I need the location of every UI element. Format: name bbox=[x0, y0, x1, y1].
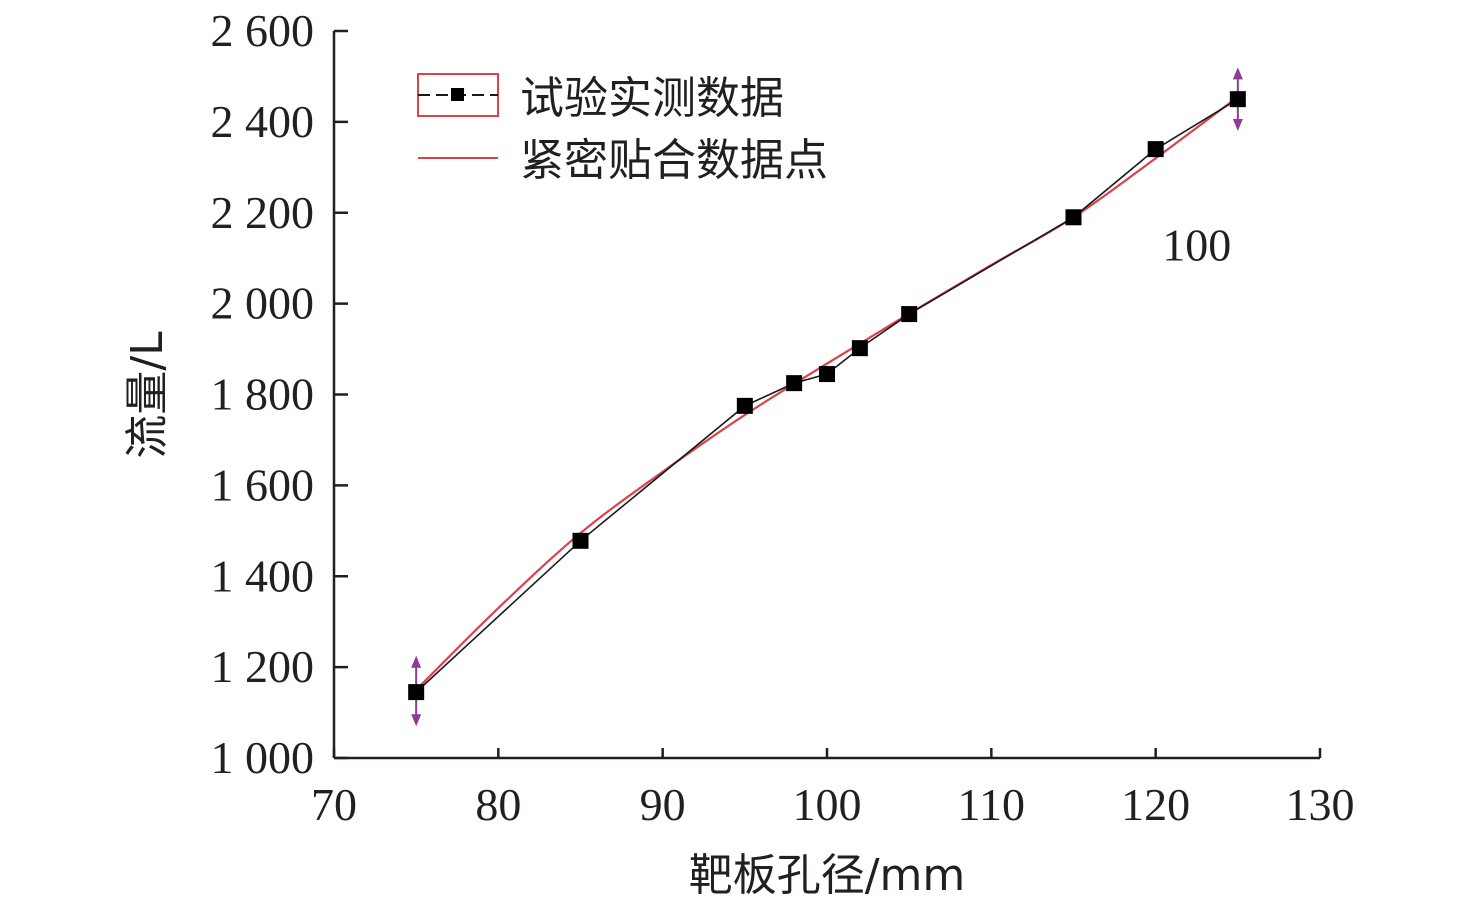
y-tick-label: 1 600 bbox=[211, 459, 315, 510]
data-point-measured bbox=[851, 340, 868, 357]
x-tick-label: 70 bbox=[311, 779, 357, 830]
y-tick-label: 2 600 bbox=[211, 5, 315, 56]
y-tick-label: 2 200 bbox=[211, 187, 315, 238]
y-tick-label: 1 800 bbox=[211, 369, 315, 420]
y-tick-label: 1 000 bbox=[211, 732, 315, 783]
range-arrow-head-down bbox=[1232, 118, 1243, 131]
series-measured-line bbox=[415, 98, 1239, 693]
x-tick-label: 110 bbox=[958, 779, 1025, 830]
annotation-label: 100 bbox=[1162, 220, 1231, 271]
x-axis-title: 靶板孔径/mm bbox=[689, 850, 966, 901]
marker-layer bbox=[408, 67, 1246, 727]
data-point-measured bbox=[1147, 141, 1164, 158]
legend-label-measured: 试验实测数据 bbox=[520, 73, 784, 124]
x-tick-label: 90 bbox=[640, 779, 686, 830]
data-point-measured bbox=[736, 397, 753, 414]
y-tick-label: 1 400 bbox=[211, 550, 315, 601]
data-point-measured bbox=[572, 532, 589, 549]
range-arrow-head-down bbox=[411, 714, 422, 727]
data-point-measured bbox=[1065, 209, 1082, 226]
x-tick-label: 120 bbox=[1121, 779, 1190, 830]
data-point-measured bbox=[901, 306, 918, 323]
legend: 试验实测数据 紧密贴合数据点 bbox=[417, 73, 828, 186]
y-tick-label: 2 400 bbox=[211, 96, 315, 147]
series-fit-line bbox=[415, 96, 1239, 691]
data-point-measured bbox=[408, 684, 425, 701]
x-tick-label: 130 bbox=[1286, 779, 1355, 830]
series-layer bbox=[415, 96, 1239, 693]
x-tick-label: 100 bbox=[793, 779, 862, 830]
y-tick-label: 1 200 bbox=[211, 641, 315, 692]
legend-swatch-marker-measured bbox=[451, 88, 464, 101]
x-tick-label: 80 bbox=[475, 779, 521, 830]
data-point-measured bbox=[819, 366, 835, 383]
data-point-measured bbox=[1229, 91, 1246, 108]
ticks: 70 80 90 100 110 120 130 1 000 1 200 1 400 1 600 1 … bbox=[211, 5, 1355, 830]
data-point-measured bbox=[786, 375, 803, 392]
y-axis-title: 流量/L bbox=[122, 331, 173, 459]
range-arrow-head-up bbox=[411, 655, 422, 668]
range-arrow-head-up bbox=[1232, 67, 1243, 80]
y-tick-label: 2 000 bbox=[211, 278, 315, 329]
legend-label-fit: 紧密贴合数据点 bbox=[520, 135, 828, 186]
